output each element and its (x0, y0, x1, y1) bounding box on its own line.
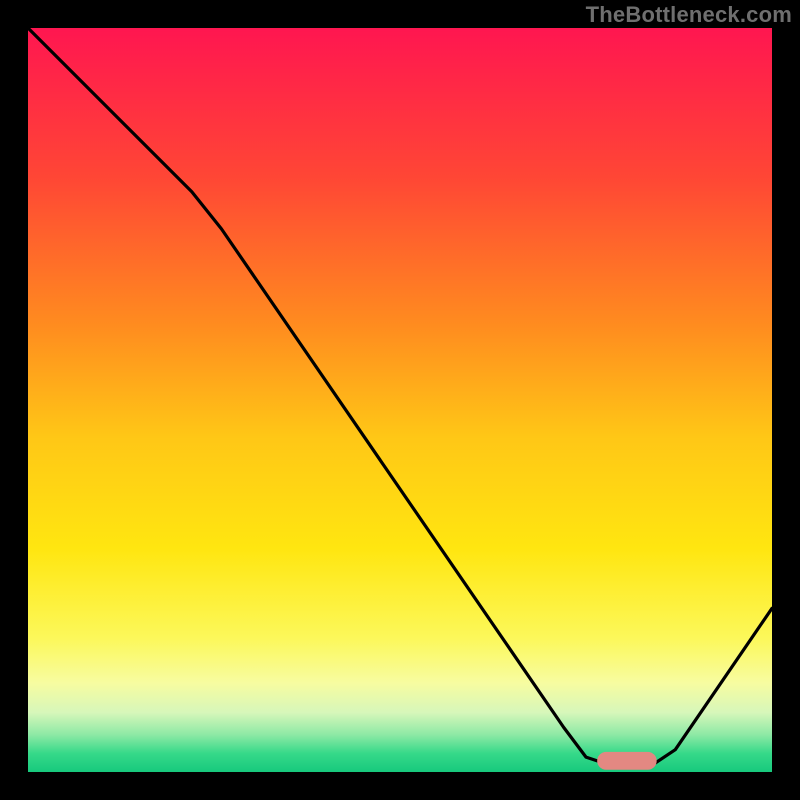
optimal-marker (597, 752, 657, 770)
watermark-text: TheBottleneck.com (586, 2, 792, 28)
bottleneck-curve-chart (0, 0, 800, 800)
figure-container: TheBottleneck.com (0, 0, 800, 800)
